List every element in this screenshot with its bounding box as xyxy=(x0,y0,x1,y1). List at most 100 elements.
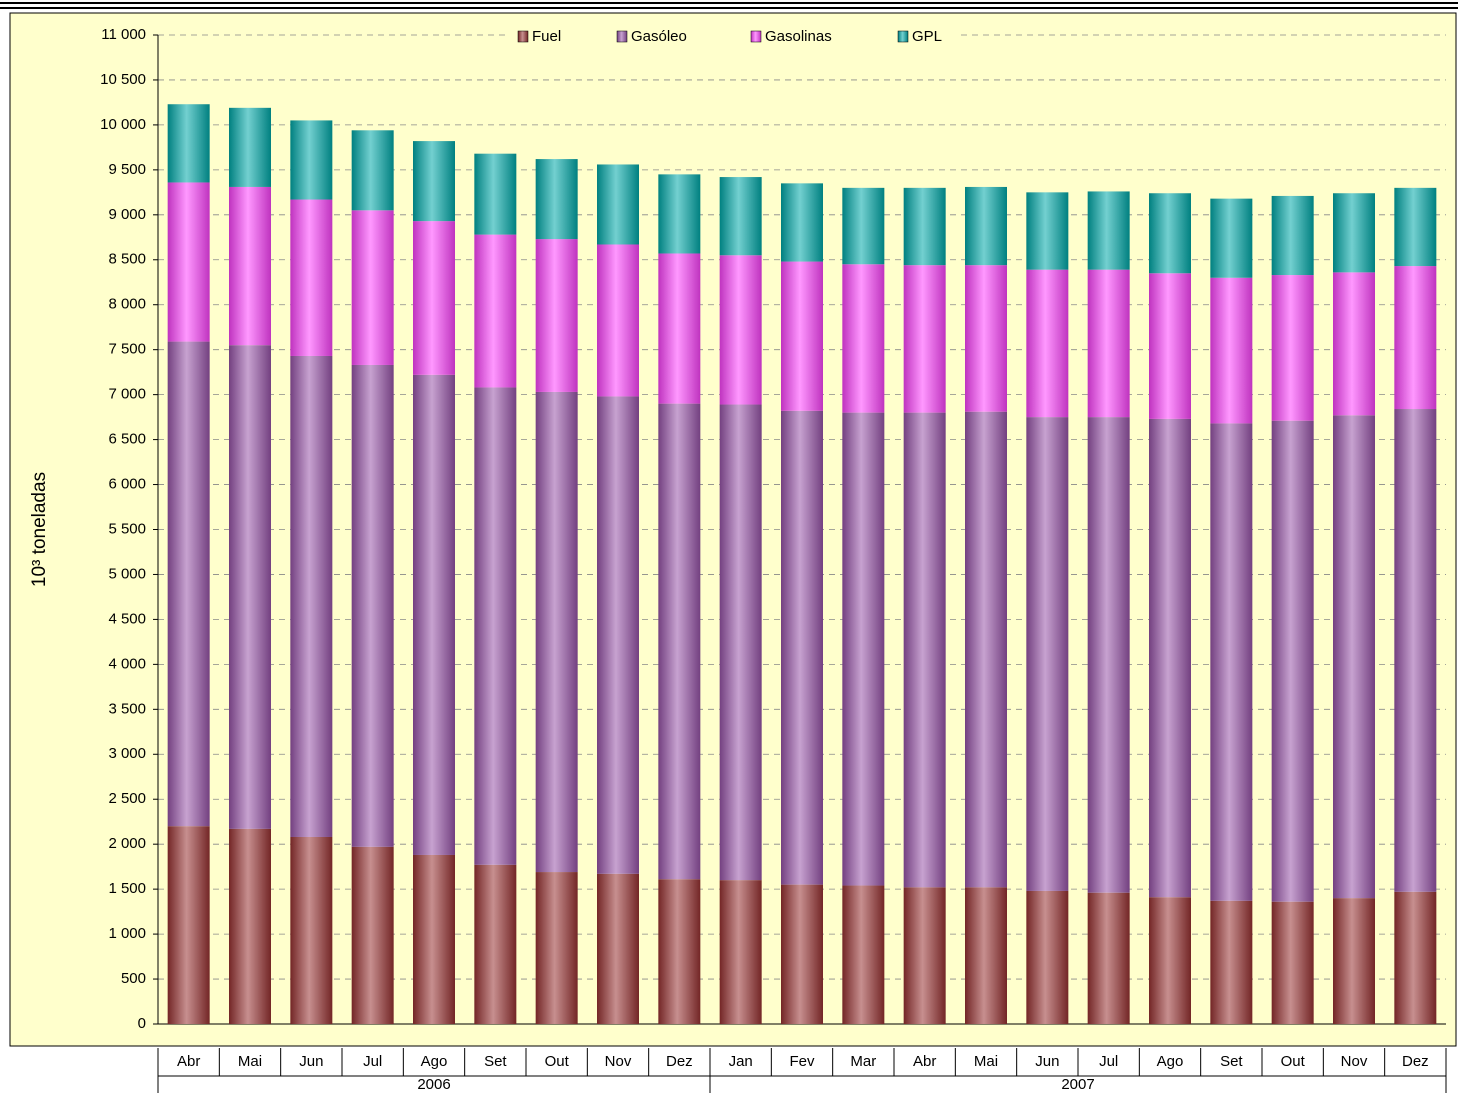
bar-segment xyxy=(842,187,885,265)
x-tick-label: Out xyxy=(1281,1053,1306,1070)
y-tick-label: 1 000 xyxy=(108,925,146,942)
bar-segment xyxy=(903,265,946,413)
bar-segment xyxy=(413,221,455,375)
legend-box xyxy=(505,26,960,46)
y-tick-label: 10 000 xyxy=(100,116,146,133)
y-tick-label: 8 500 xyxy=(108,251,146,268)
y-tick-label: 0 xyxy=(138,1015,146,1032)
bar-segment xyxy=(474,387,517,865)
y-tick-label: 11 000 xyxy=(101,26,146,43)
x-tick-label: Abr xyxy=(913,1053,936,1070)
y-tick-label: 6 500 xyxy=(108,431,146,448)
bar-segment xyxy=(965,265,1007,412)
bar-segment xyxy=(658,253,701,404)
bar-segment xyxy=(965,186,1007,266)
bar-segment xyxy=(413,141,455,222)
x-tick-label: Jul xyxy=(1099,1053,1118,1070)
bar-segment xyxy=(290,355,333,837)
bar-segment xyxy=(1394,187,1437,267)
bar-segment xyxy=(781,183,823,262)
y-tick-label: 2 000 xyxy=(108,835,146,852)
bar-segment xyxy=(229,828,271,1024)
bar-segment xyxy=(1271,195,1314,276)
x-tick-label: Set xyxy=(484,1053,507,1070)
bar-segment xyxy=(1149,273,1191,419)
group-label: 2007 xyxy=(1061,1076,1094,1093)
bar-segment xyxy=(1210,277,1253,424)
y-tick-label: 5 500 xyxy=(108,520,146,537)
bar-segment xyxy=(842,412,885,886)
x-tick-label: Jul xyxy=(363,1053,382,1070)
x-tick-label: Out xyxy=(545,1053,570,1070)
bar-segment xyxy=(1333,898,1375,1024)
bar-segment xyxy=(1149,193,1191,274)
bar-segment xyxy=(351,130,394,211)
y-tick-label: 7 500 xyxy=(108,341,146,358)
bar-segment xyxy=(290,836,333,1024)
bar-segment xyxy=(1210,423,1253,901)
bar-segment xyxy=(413,854,455,1024)
y-tick-label: 2 500 xyxy=(108,790,146,807)
bar-segment xyxy=(1210,900,1253,1024)
bar-segment xyxy=(719,177,762,256)
bar-segment xyxy=(842,264,885,413)
bar-segment xyxy=(597,396,639,874)
bar-segment xyxy=(1087,191,1130,270)
bar-segment xyxy=(965,887,1007,1024)
bar-segment xyxy=(413,374,455,855)
x-tick-label: Jan xyxy=(729,1053,753,1070)
bar-segment xyxy=(535,391,578,873)
bar-segment xyxy=(1333,415,1375,899)
x-tick-label: Nov xyxy=(605,1053,632,1070)
bar-segment xyxy=(658,403,701,880)
bar-segment xyxy=(351,364,394,847)
bar-segment xyxy=(535,159,578,240)
bar-segment xyxy=(719,255,762,405)
bar-segment xyxy=(1026,269,1069,418)
bar-segment xyxy=(1087,269,1130,418)
legend-swatch xyxy=(750,30,762,43)
bar-segment xyxy=(781,884,823,1024)
x-tick-label: Nov xyxy=(1341,1053,1368,1070)
bar-segment xyxy=(597,164,639,245)
legend-label: Fuel xyxy=(532,28,561,45)
y-tick-label: 6 000 xyxy=(108,476,146,493)
bar-segment xyxy=(1271,275,1314,421)
bar-segment xyxy=(1026,890,1069,1024)
bar-segment xyxy=(229,186,271,346)
bar-segment xyxy=(903,412,946,888)
bar-segment xyxy=(351,210,394,365)
legend-label: GPL xyxy=(912,28,942,45)
legend-label: Gasolinas xyxy=(765,28,832,45)
bar-segment xyxy=(781,410,823,885)
bar-segment xyxy=(1271,420,1314,902)
legend-swatch xyxy=(517,30,529,43)
bar-segment xyxy=(351,846,394,1024)
x-tick-label: Dez xyxy=(666,1053,693,1070)
bar-segment xyxy=(658,879,701,1024)
x-tick-label: Jun xyxy=(299,1053,323,1070)
bar-segment xyxy=(535,872,578,1024)
bar-segment xyxy=(1087,417,1130,893)
bar-segment xyxy=(719,404,762,881)
x-tick-label: Dez xyxy=(1402,1053,1429,1070)
bar-segment xyxy=(903,187,946,266)
bar-segment xyxy=(597,873,639,1024)
bar-segment xyxy=(474,234,517,388)
bar-segment xyxy=(903,887,946,1024)
bar-segment xyxy=(842,885,885,1024)
y-tick-label: 7 000 xyxy=(108,386,146,403)
x-tick-label: Fev xyxy=(789,1053,815,1070)
bar-segment xyxy=(597,244,639,397)
bar-segment xyxy=(1333,272,1375,416)
bar-segment xyxy=(167,104,210,183)
x-tick-label: Ago xyxy=(1157,1053,1184,1070)
bar-segment xyxy=(1149,418,1191,898)
legend-swatch xyxy=(616,30,628,43)
x-tick-label: Set xyxy=(1220,1053,1243,1070)
x-tick-label: Mar xyxy=(850,1053,876,1070)
bar-segment xyxy=(1333,193,1375,273)
y-axis-label: 10³ toneladas xyxy=(29,472,50,587)
y-tick-label: 4 000 xyxy=(108,655,146,672)
